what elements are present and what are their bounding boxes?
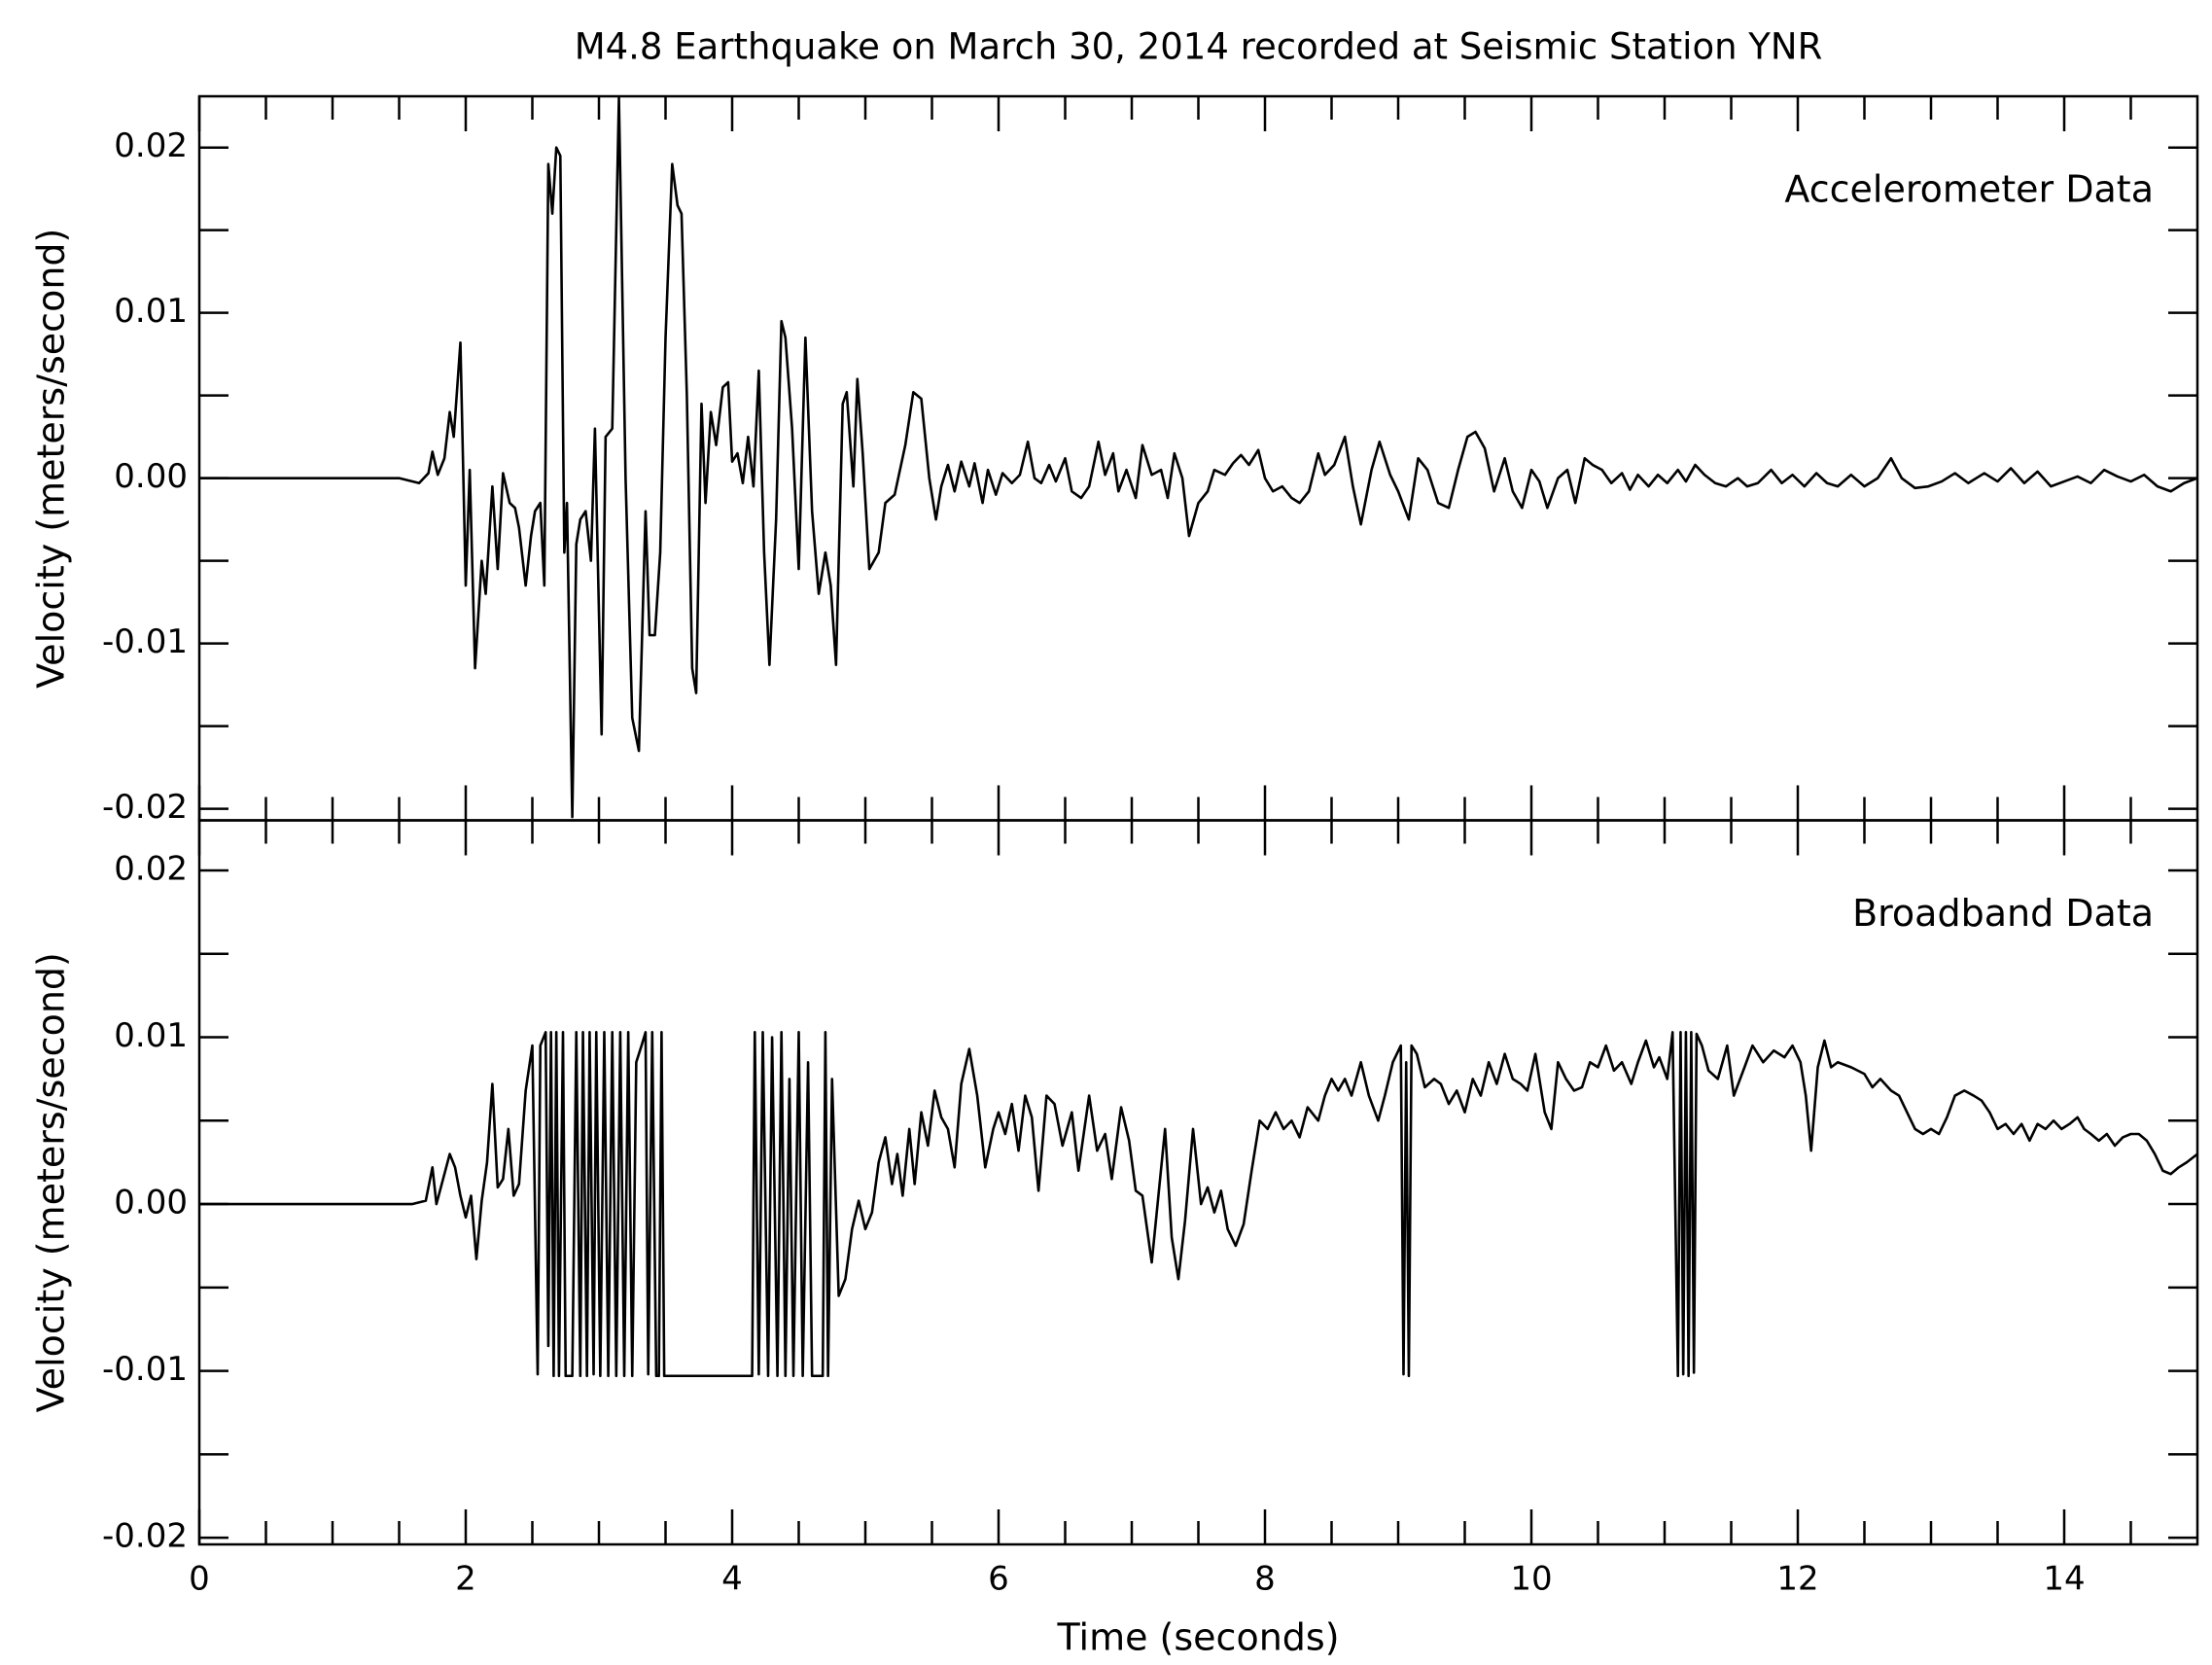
x-axis-label: Time (seconds) [1056,1616,1339,1659]
x-tick-label: 8 [1254,1560,1276,1599]
panel-annotation: Accelerometer Data [1784,168,2154,211]
y-tick-label: -0.01 [102,622,188,661]
plot-frame [197,819,2199,1546]
y-tick-label: -0.02 [102,1517,188,1556]
x-tick-label: 10 [1510,1560,1552,1599]
y-axis-label: Velocity (meters/second) [30,952,73,1412]
chart-title: M4.8 Earthquake on March 30, 2014 record… [575,26,1823,68]
y-tick-label: 0.00 [114,1184,188,1222]
x-tick-label: 2 [455,1560,476,1599]
x-tick-label: 0 [189,1560,210,1599]
trace-line [199,96,2197,819]
y-tick-label: 0.01 [114,292,188,331]
y-tick-label: 0.01 [114,1016,188,1055]
x-tick-label: 12 [1776,1560,1818,1599]
x-tick-label: 14 [2043,1560,2085,1599]
y-tick-label: 0.00 [114,457,188,496]
trace-group [199,1031,2197,1378]
trace-group [199,96,2197,819]
trace-line [199,1031,2197,1378]
panel-annotation: Broadband Data [1852,892,2154,935]
y-axis-label: Velocity (meters/second) [30,229,73,689]
x-tick-label: 6 [988,1560,1009,1599]
x-tick-label: 4 [721,1560,743,1599]
y-tick-label: 0.02 [114,126,188,165]
y-tick-label: -0.01 [102,1350,188,1389]
y-tick-label: 0.02 [114,849,188,888]
y-tick-label: -0.02 [102,788,188,827]
